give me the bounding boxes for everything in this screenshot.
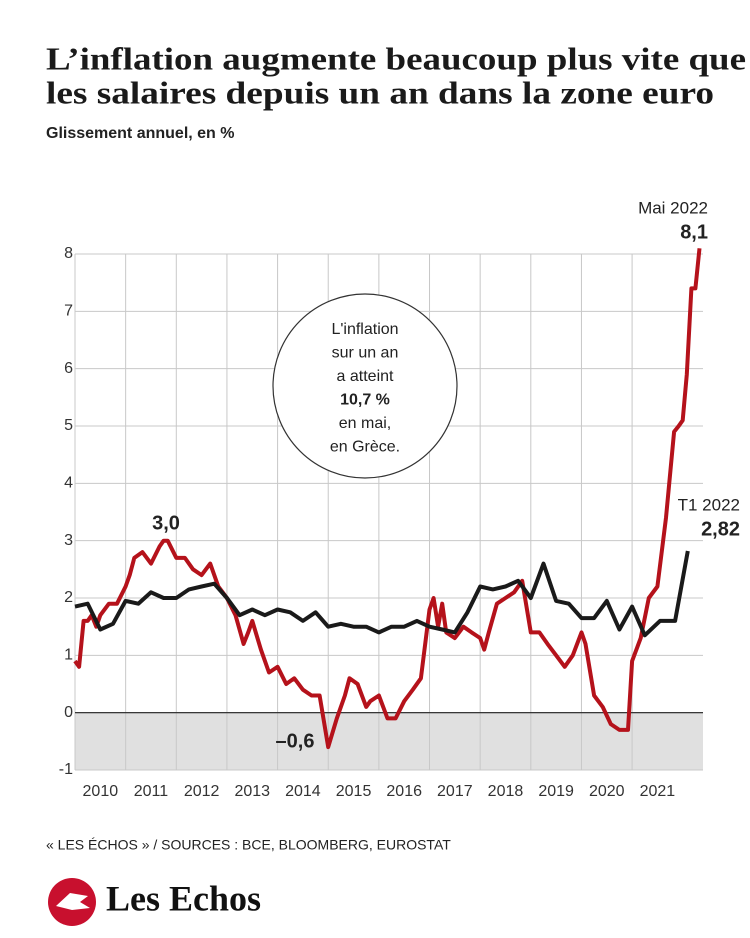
line: [74, 550, 690, 638]
annotation: Mai 2022: [638, 198, 708, 217]
y-tick-label: 7: [64, 303, 73, 320]
line: [73, 248, 702, 750]
y-tick-label: 4: [64, 475, 73, 492]
x-tick-label: 2020: [589, 783, 625, 800]
x-tick-label: 2019: [538, 783, 574, 800]
annotation: 3,0: [152, 512, 180, 534]
y-tick-label: 0: [64, 704, 73, 721]
x-tick-label: 2015: [336, 783, 372, 800]
bubble-text: L'inflation: [331, 321, 398, 338]
subtitle: Glissement annuel, en %: [46, 125, 235, 142]
bubble-text: a atteint: [337, 368, 394, 385]
y-tick-label: 6: [64, 360, 73, 377]
annotation: 2,82: [701, 518, 740, 540]
bubble-text: en mai,: [339, 415, 391, 432]
annotation: 8,1: [680, 221, 708, 243]
source: « LES ÉCHOS » / SOURCES : BCE, BLOOMBERG…: [46, 837, 451, 853]
bubble-text: sur un an: [332, 345, 399, 362]
y-tick-label: 5: [64, 417, 73, 434]
y-tick-label: 1: [64, 647, 73, 664]
y-tick-label: 8: [64, 245, 73, 262]
x-tick-label: 2013: [234, 783, 270, 800]
x-tick-label: 2012: [184, 783, 220, 800]
annotation: –0,6: [276, 730, 315, 752]
chart-title: les salaires depuis un an dans la zone e…: [46, 74, 714, 110]
chart-title: L’inflation augmente beaucoup plus vite …: [46, 40, 746, 76]
logo-icon: [48, 878, 96, 926]
x-tick-label: 2016: [386, 783, 422, 800]
negative-zone: [75, 712, 703, 770]
x-tick-label: 2014: [285, 783, 321, 800]
y-tick-label: 2: [64, 589, 73, 606]
x-tick-label: 2018: [488, 783, 524, 800]
x-tick-label: 2010: [83, 783, 119, 800]
x-tick-label: 2011: [134, 783, 169, 800]
bubble-text: en Grèce.: [330, 439, 400, 456]
y-tick-label: -1: [59, 761, 73, 778]
logo: Les Echos: [106, 878, 261, 918]
bubble: [272, 293, 458, 479]
annotation: T1 2022: [678, 495, 740, 514]
bubble-text: 10,7 %: [340, 392, 390, 409]
y-tick-label: 3: [64, 532, 73, 549]
x-tick-label: 2021: [640, 783, 676, 800]
x-tick-label: 2017: [437, 783, 473, 800]
